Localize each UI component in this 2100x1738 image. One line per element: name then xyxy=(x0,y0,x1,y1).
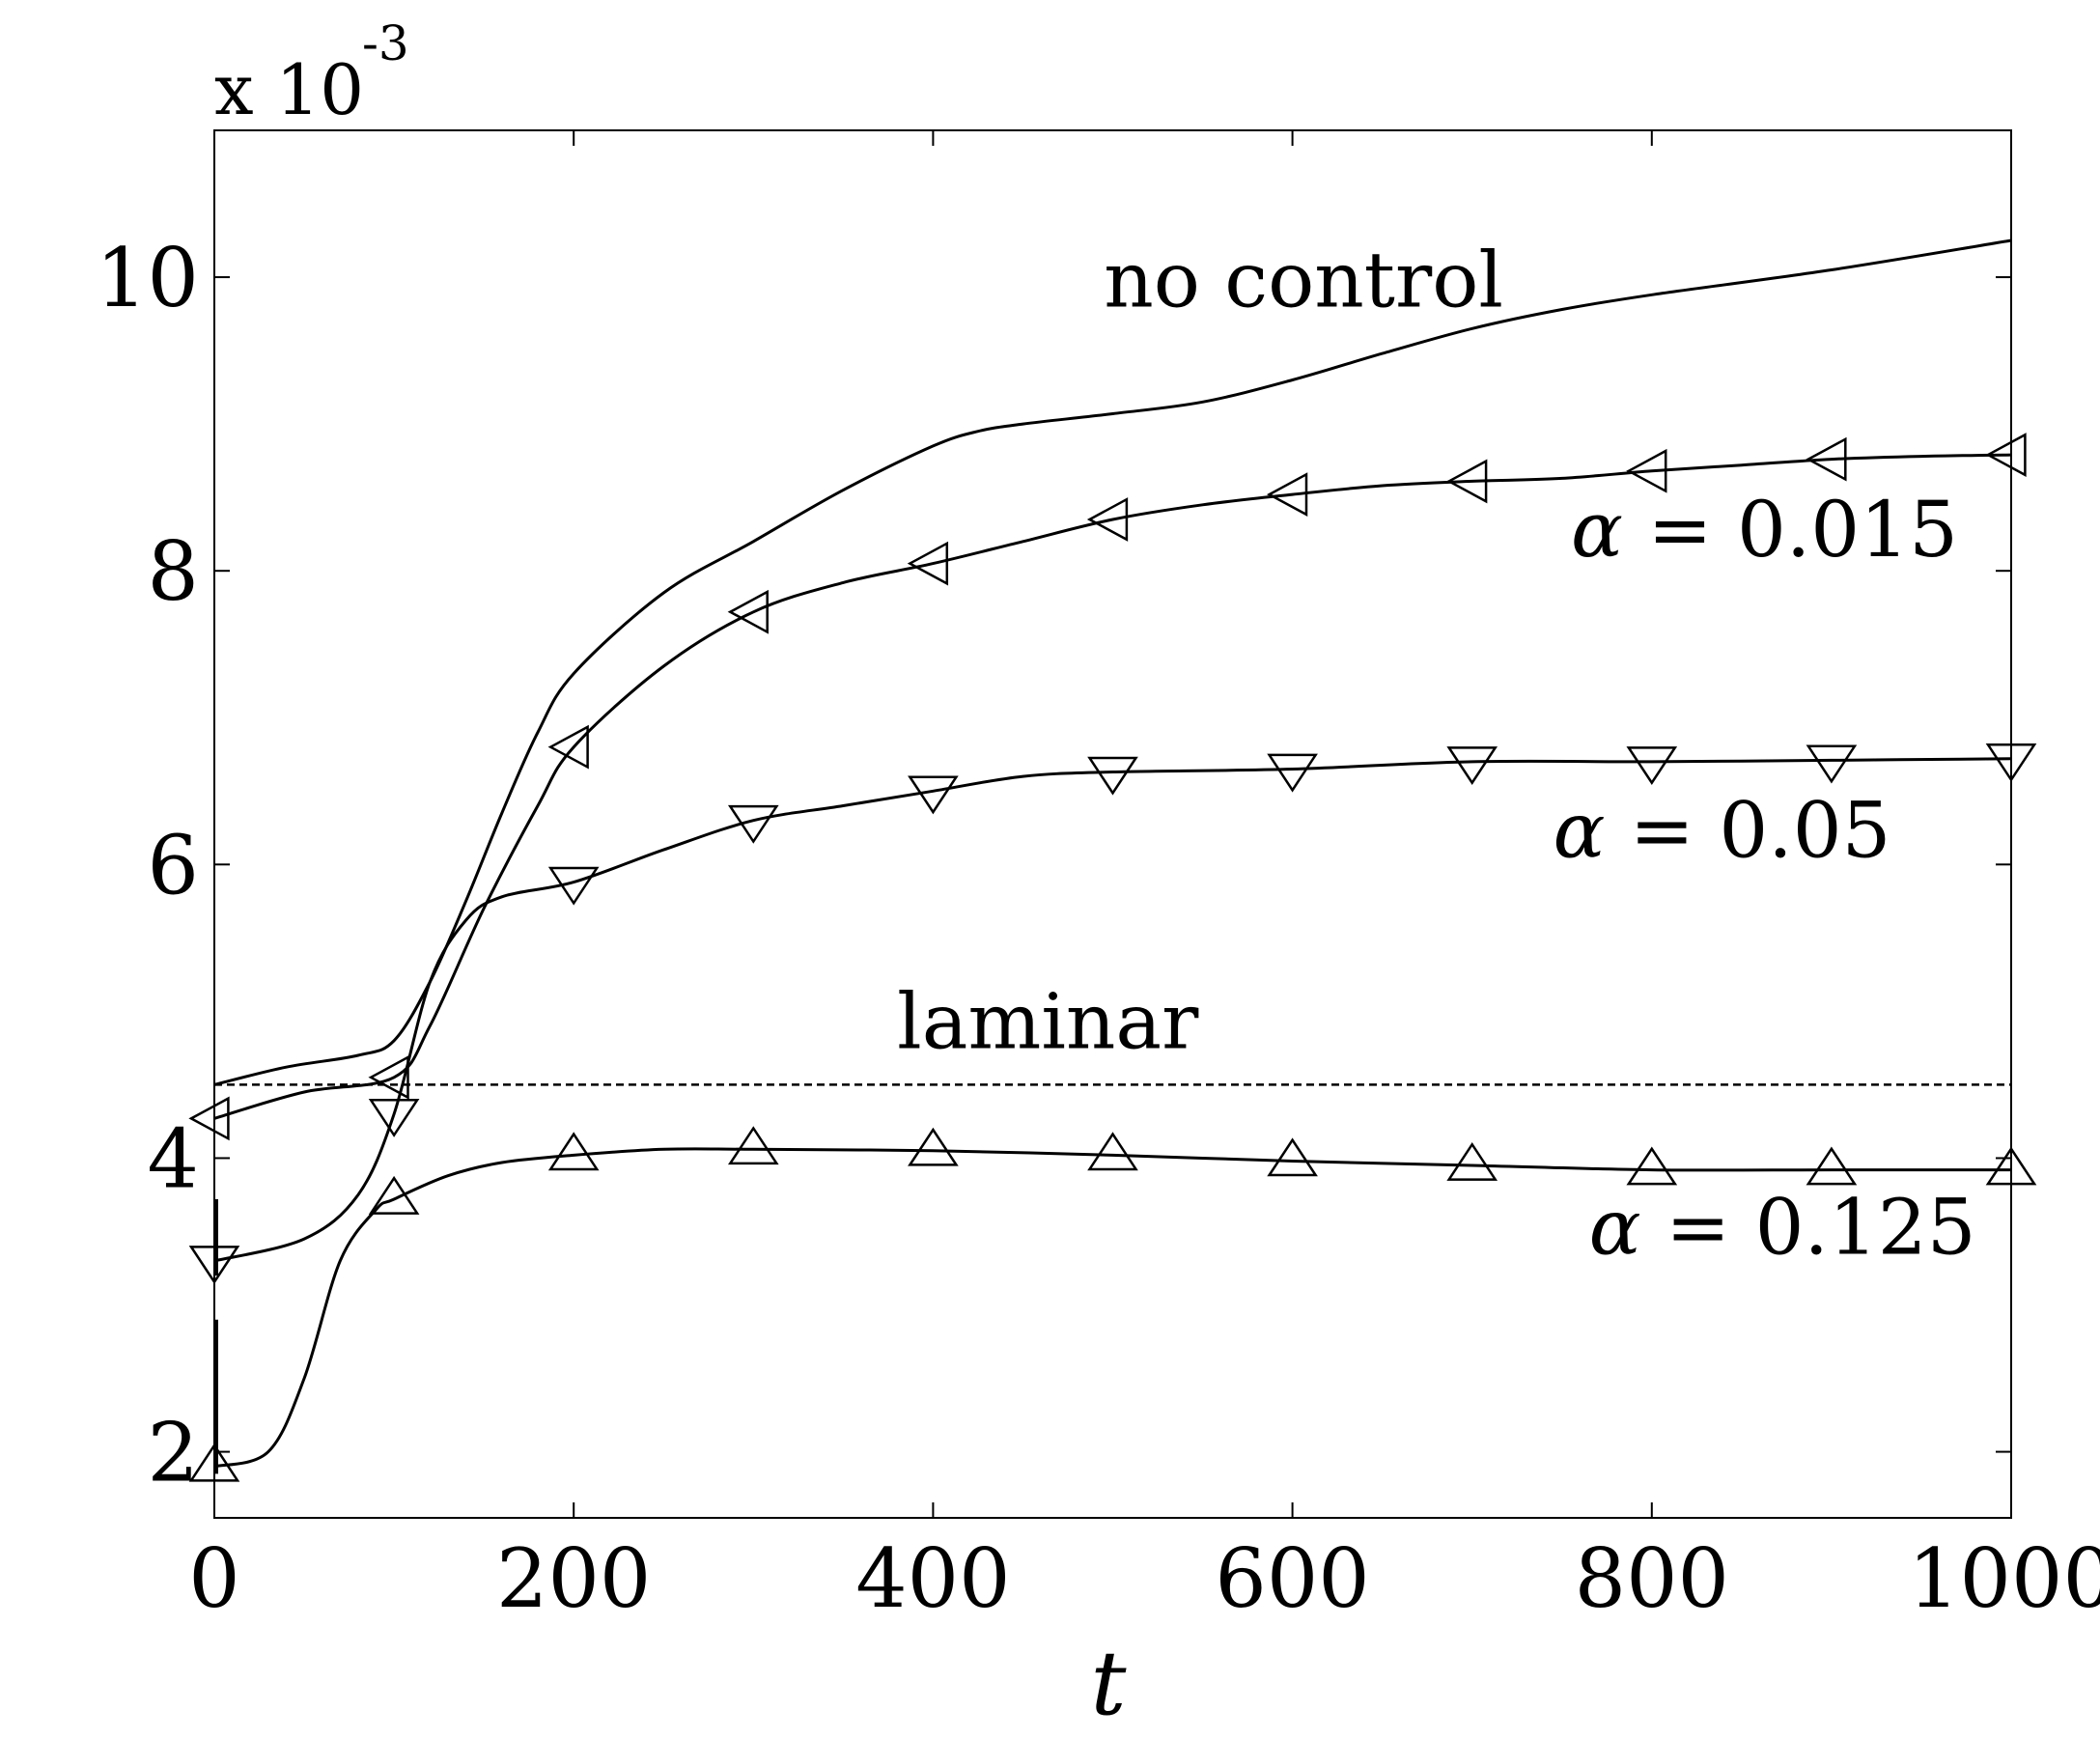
marker-alpha-0-125-100 xyxy=(368,1175,420,1215)
x-tick-label-400: 400 xyxy=(855,1531,1010,1626)
x-tick-label-600: 600 xyxy=(1215,1531,1369,1626)
x-axis-title: t xyxy=(1091,1632,1128,1735)
axis-ticks: 0 200 400 600 800 1000 2 4 6 8 10 xyxy=(96,130,2100,1626)
annotation-no-control: no control xyxy=(1104,235,1503,324)
marker-alpha-0-125-900 xyxy=(1806,1146,1858,1186)
marker-alpha-0-05-700 xyxy=(1446,746,1498,785)
marker-alpha-0-05-900 xyxy=(1806,744,1858,784)
marker-alpha-0-015-700 xyxy=(1446,459,1488,504)
y-tick-label-10: 10 xyxy=(96,231,199,325)
y-tick-label-4: 4 xyxy=(148,1111,199,1206)
marker-alpha-0-015-500 xyxy=(1086,497,1129,542)
marker-alpha-0-125-700 xyxy=(1446,1141,1498,1181)
marker-alpha-0-05-100 xyxy=(368,1099,420,1137)
plot-area-frame xyxy=(213,129,2012,1519)
marker-alpha-0-015-400 xyxy=(907,541,949,586)
y-scale-exponent: -3 xyxy=(362,15,409,71)
series-line-alpha-0-125 xyxy=(213,1147,2011,1469)
y-tick-label-8: 8 xyxy=(148,524,199,619)
marker-alpha-0-125-800 xyxy=(1626,1146,1678,1186)
marker-alpha-0-015-200 xyxy=(547,724,589,770)
y-tick-label-2: 2 xyxy=(148,1406,199,1500)
y-scale-label: x 10 xyxy=(214,49,364,130)
marker-alpha-0-05-500 xyxy=(1087,756,1138,796)
x-tick-label-1000: 1000 xyxy=(1908,1531,2100,1626)
marker-alpha-0-05-600 xyxy=(1267,753,1318,793)
marker-alpha-0-125-200 xyxy=(547,1132,600,1171)
x-tick-label-0: 0 xyxy=(188,1531,239,1626)
marker-alpha-0-015-100 xyxy=(368,1054,409,1100)
marker-alpha-0-125-300 xyxy=(727,1126,779,1165)
marker-alpha-0-125-500 xyxy=(1087,1132,1138,1171)
series-line-alpha-0-015 xyxy=(213,453,2012,1120)
y-tick-label-6: 6 xyxy=(148,818,199,912)
marker-alpha-0-015-900 xyxy=(1806,436,1847,482)
marker-alpha-0-015-1000 xyxy=(1985,433,2027,477)
y-scale-factor: x 10 -3 xyxy=(214,15,409,130)
series-line-alpha-0-05 xyxy=(213,757,2012,1263)
annotation-alpha-0-05: α = 0.05 xyxy=(1553,786,1890,876)
marker-alpha-0-05-200 xyxy=(547,866,600,906)
marker-alpha-0-015-800 xyxy=(1626,448,1667,493)
annotation-laminar: laminar xyxy=(897,976,1199,1066)
x-tick-label-200: 200 xyxy=(496,1531,651,1626)
marker-alpha-0-015-300 xyxy=(727,589,769,634)
data-marks: no control α = 0.015 α = 0.05 laminar α = 0.… xyxy=(188,235,2037,1482)
annotation-alpha-0-015: α = 0.015 xyxy=(1571,485,1958,575)
x-tick-label-800: 800 xyxy=(1575,1531,1729,1626)
marker-alpha-0-015-600 xyxy=(1266,472,1308,517)
marker-alpha-0-125-600 xyxy=(1267,1137,1318,1177)
marker-alpha-0-05-300 xyxy=(727,804,779,844)
annotation-alpha-0-125: α = 0.125 xyxy=(1589,1182,1976,1272)
marker-alpha-0-05-800 xyxy=(1626,746,1678,785)
marker-alpha-0-015-0 xyxy=(188,1096,230,1141)
marker-alpha-0-125-400 xyxy=(908,1127,959,1166)
marker-alpha-0-05-400 xyxy=(908,775,959,815)
